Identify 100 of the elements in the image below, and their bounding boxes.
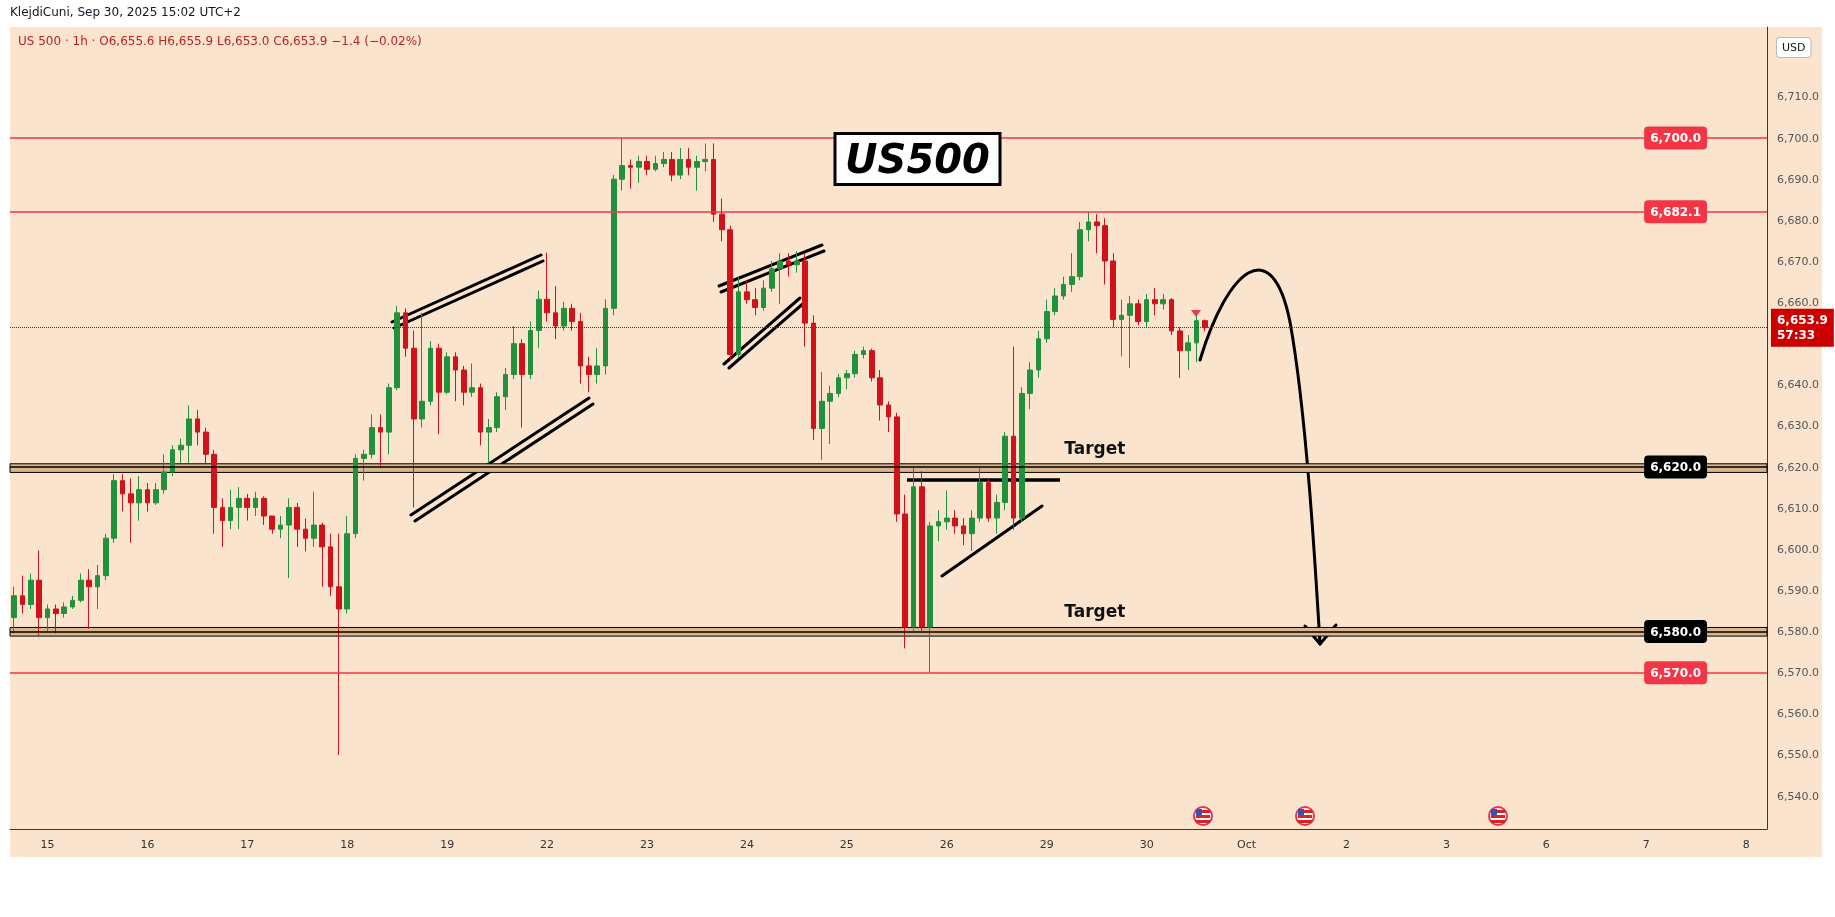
- candlestick: [1152, 287, 1158, 316]
- candlestick: [336, 533, 342, 756]
- candlestick: [269, 515, 275, 535]
- candlestick: [120, 473, 125, 512]
- band-label: Target: [1064, 601, 1126, 622]
- candlestick: [344, 515, 350, 614]
- candlestick: [578, 312, 583, 385]
- candlestick: [253, 491, 258, 517]
- candlestick: [128, 478, 134, 544]
- x-tick-label: 2: [1342, 838, 1350, 851]
- candlestick: [969, 509, 975, 552]
- candlestick: [53, 603, 59, 634]
- candlestick: [1044, 299, 1050, 344]
- candlestick: [61, 601, 67, 619]
- candlestick: [553, 285, 558, 340]
- candlestick: [70, 595, 75, 610]
- x-tick-label: 3: [1442, 838, 1450, 851]
- x-tick-label: 7: [1642, 838, 1650, 851]
- candlestick: [1185, 334, 1191, 371]
- candlestick: [361, 449, 367, 482]
- candlestick: [136, 475, 142, 522]
- candlestick: [1011, 346, 1016, 531]
- candlestick: [86, 568, 92, 630]
- candlestick: [1036, 330, 1041, 379]
- candlestick: [453, 351, 458, 402]
- y-tick-label: 6,550.0: [1777, 748, 1819, 762]
- band-label: Target: [1064, 437, 1126, 458]
- candlestick: [1202, 318, 1208, 332]
- candlestick: [261, 495, 267, 526]
- y-tick-label: 6,630.0: [1777, 419, 1819, 433]
- candlestick: [45, 603, 50, 632]
- candlestick: [78, 573, 84, 603]
- candlestick: [786, 252, 791, 278]
- candlestick: [977, 466, 983, 523]
- candlestick: [244, 493, 250, 522]
- ref-line-label: 6,700.0: [1650, 131, 1701, 146]
- candlestick: [369, 413, 375, 459]
- candlestick: [569, 303, 575, 332]
- candlestick: [1002, 431, 1008, 511]
- candlestick: [603, 298, 608, 376]
- candlestick: [103, 533, 109, 581]
- ref-line-label: 6,653.9: [1777, 313, 1828, 328]
- candlestick: [1119, 299, 1124, 357]
- candlestick: [752, 287, 758, 316]
- candlestick: [36, 550, 42, 637]
- candlestick: [1077, 221, 1083, 281]
- candlestick: [161, 453, 167, 495]
- candlestick: [927, 521, 933, 674]
- y-tick-label: 6,570.0: [1777, 666, 1819, 680]
- x-tick-label: 26: [939, 838, 954, 851]
- text: US 500 · 1h · O6,655.6 H6,655.9 L6,653.0 C6,653.9 −1.4 (−0.02%): [18, 34, 422, 48]
- candlestick: [836, 373, 841, 398]
- candlestick: [178, 438, 184, 464]
- candlestick: [994, 494, 1000, 535]
- candlestick: [919, 470, 925, 632]
- candlestick: [1127, 295, 1133, 369]
- candlestick: [794, 250, 800, 274]
- ref-line-label: 6,620.0: [1650, 460, 1701, 475]
- candlestick: [203, 427, 209, 464]
- candlestick: [902, 494, 908, 649]
- x-tick-label: 22: [540, 838, 555, 851]
- candlestick: [653, 155, 658, 172]
- candlestick: [1144, 293, 1149, 328]
- candlestick: [677, 147, 683, 180]
- candlestick: [944, 490, 950, 531]
- candlestick: [802, 252, 808, 348]
- candlestick: [1135, 299, 1141, 326]
- y-tick-label: 6,700.0: [1777, 131, 1819, 145]
- text: 57:33: [1777, 328, 1816, 343]
- y-tick-label: 6,540.0: [1777, 789, 1819, 803]
- y-tick-label: 6,580.0: [1777, 625, 1819, 639]
- candlestick: [1110, 252, 1116, 328]
- candlestick: [228, 489, 233, 530]
- x-tick-label: 30: [1139, 838, 1154, 851]
- x-tick-label: 19: [440, 838, 455, 851]
- candlestick: [1194, 314, 1199, 363]
- candlestick: [661, 151, 667, 168]
- candlestick: [469, 362, 475, 398]
- candlestick: [861, 346, 866, 359]
- candlestick: [503, 367, 508, 411]
- candlestick: [1027, 361, 1033, 410]
- text: KlejdiCuni, Sep 30, 2025 15:02 UTC+2: [10, 5, 241, 19]
- candlestick: [428, 340, 433, 406]
- ref-line-label: 6,570.0: [1650, 665, 1701, 680]
- candlestick: [394, 305, 400, 391]
- ref-line-label: 6,682.1: [1650, 204, 1701, 219]
- candlestick: [20, 575, 25, 614]
- y-tick-label: 6,610.0: [1777, 501, 1819, 515]
- candlestick: [170, 444, 175, 477]
- candlestick: [386, 383, 392, 455]
- x-tick-label: 24: [739, 838, 754, 851]
- candlestick: [844, 369, 850, 390]
- candlestick: [1069, 252, 1075, 293]
- candlestick: [1169, 297, 1174, 336]
- candlestick: [827, 385, 833, 445]
- candlestick: [669, 151, 675, 182]
- candlestick: [494, 391, 500, 433]
- candlestick: [694, 155, 700, 192]
- candlestick: [636, 155, 642, 184]
- candlestick: [911, 466, 916, 632]
